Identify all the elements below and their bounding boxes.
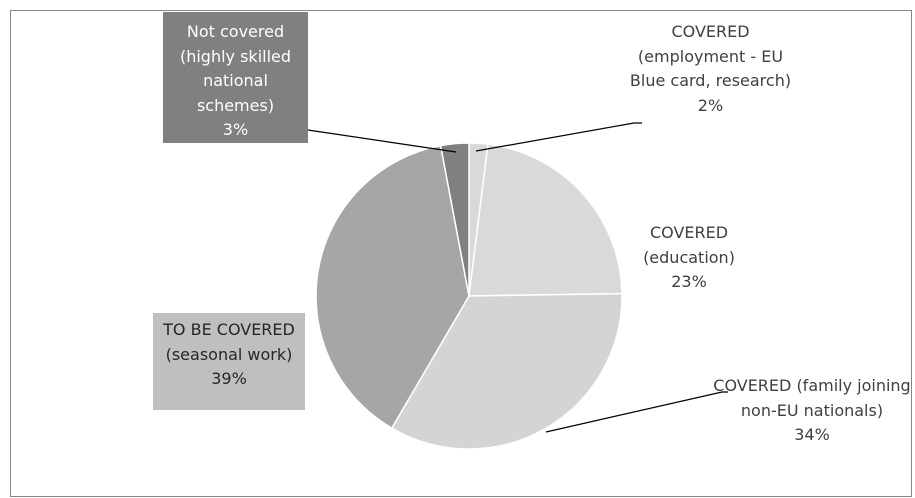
category-label: COVERED (family joining non-EU nationals… [713,376,911,420]
data-label: Not covered (highly skilled national sch… [163,12,308,143]
pie-slice [390,292,623,450]
data-label: COVERED (family joining non-EU nationals… [712,374,912,448]
data-label: TO BE COVERED (seasonal work) 39% [153,313,305,410]
leader-line [475,122,642,152]
value-label: 23% [671,272,707,291]
category-label: COVERED (employment - EU Blue card, rese… [629,22,792,90]
pie-slice [315,144,470,430]
category-label: TO BE COVERED (seasonal work) [163,320,295,364]
category-label: Not covered (highly skilled national sch… [179,22,292,115]
category-label: COVERED (education) [643,223,735,267]
chart-border [10,10,912,497]
pie-slice [468,143,623,297]
value-label: 34% [794,425,830,444]
data-label: COVERED (education) 23% [622,221,756,295]
data-label: COVERED (employment - EU Blue card, rese… [628,20,793,118]
leader-line [545,391,728,433]
pie-slice [439,142,470,297]
value-label: 3% [222,120,249,139]
leader-line [307,129,457,153]
value-label: 39% [211,369,247,388]
value-label: 2% [697,95,724,115]
